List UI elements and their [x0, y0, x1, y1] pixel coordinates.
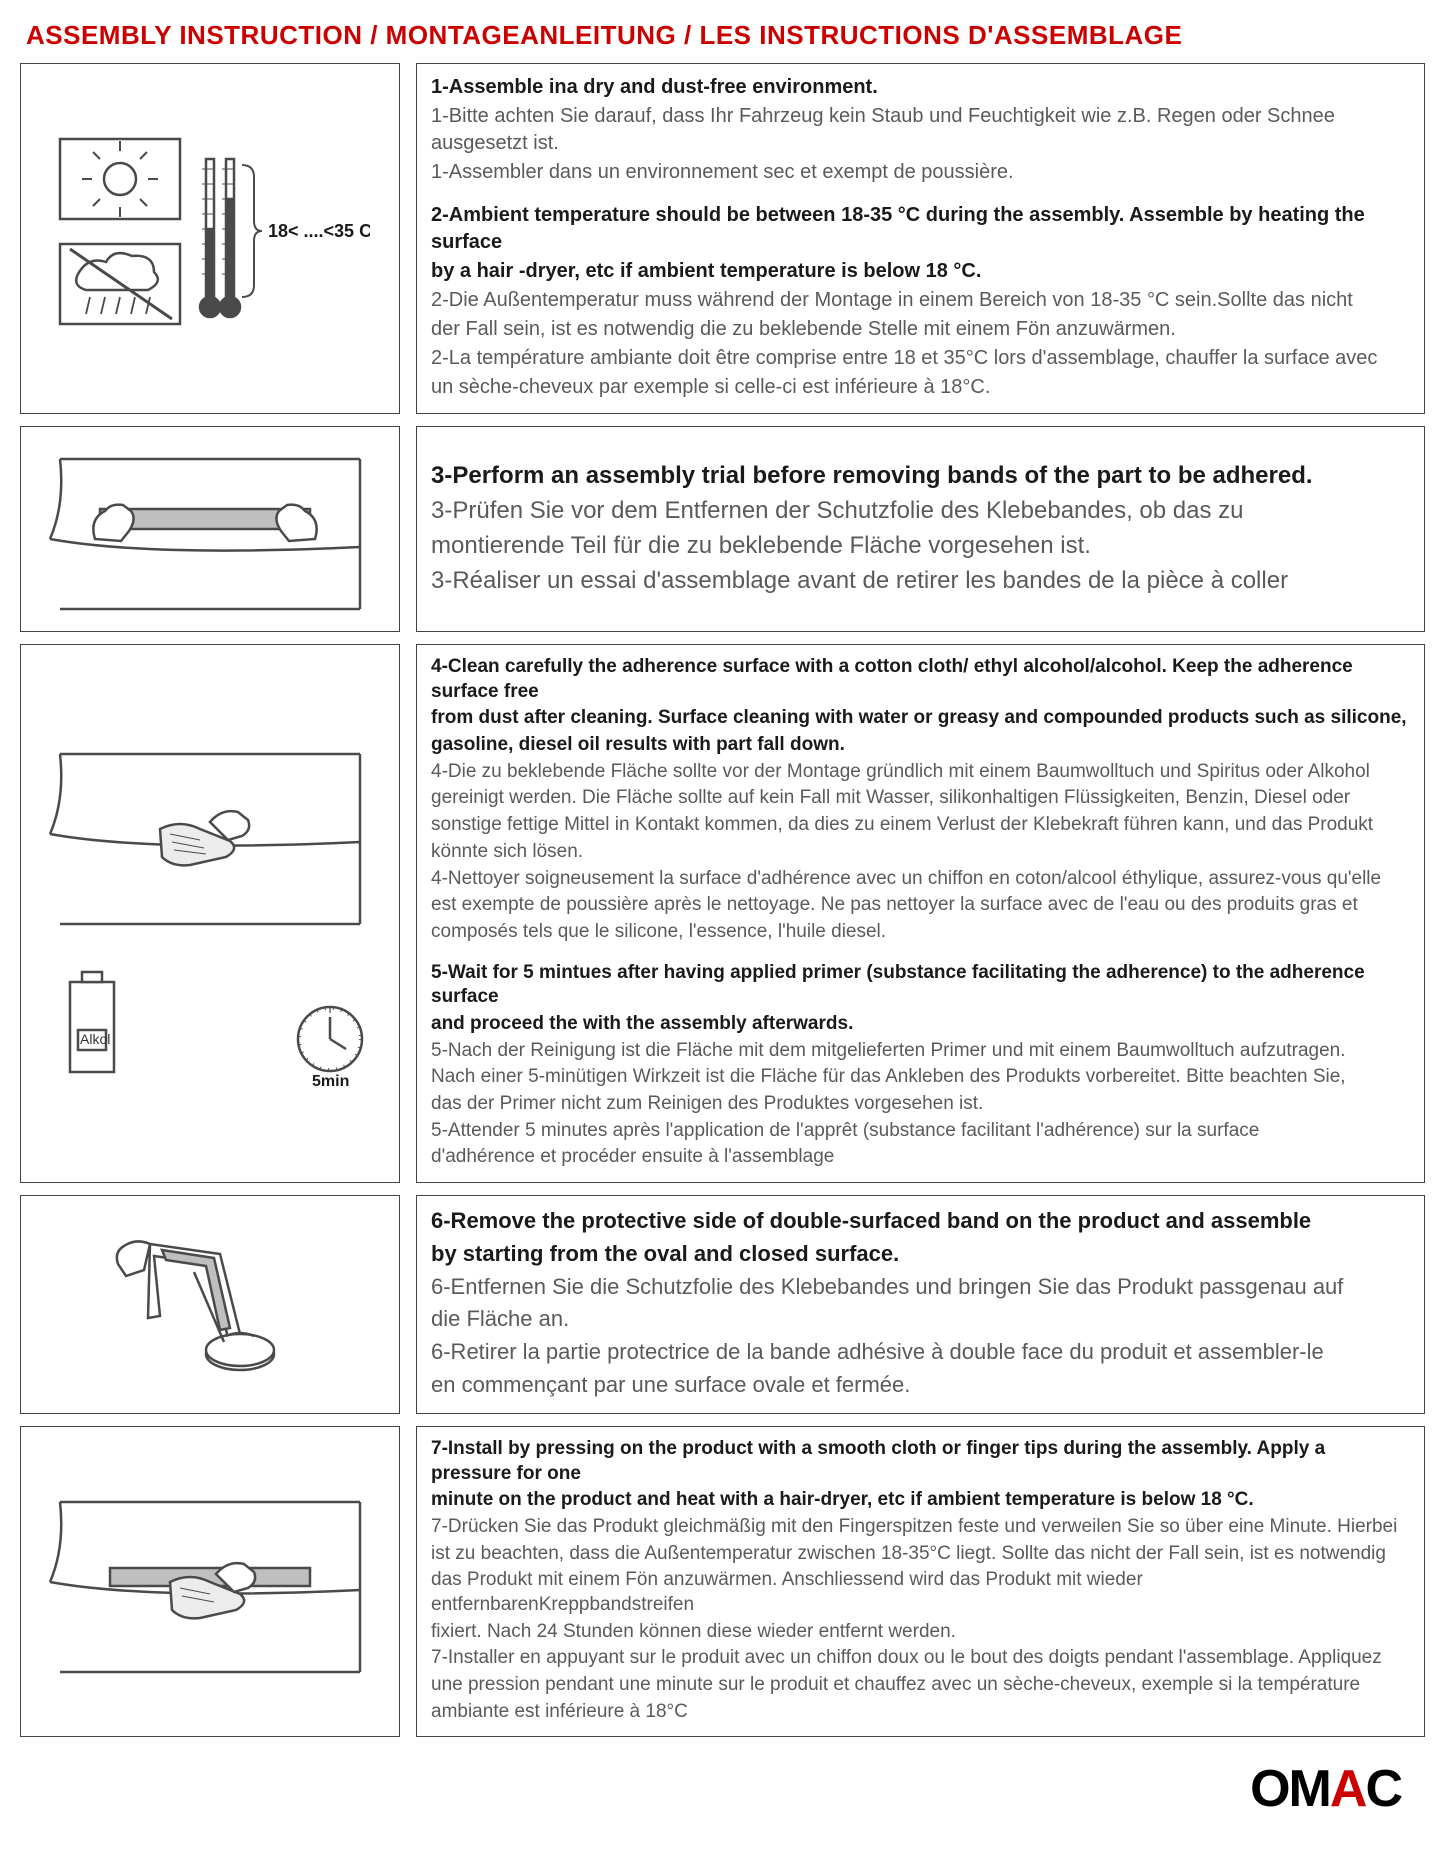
step3-fr: 3-Réaliser un essai d'assemblage avant d…: [431, 564, 1410, 597]
step2-en-l1: 2-Ambient temperature should be between …: [431, 202, 1410, 256]
step4-de-l2: gereinigt werden. Die Fläche sollte auf …: [431, 786, 1410, 811]
step4-en-l1: 4-Clean carefully the adherence surface …: [431, 655, 1410, 704]
step2-fr-l1: 2-La température ambiante doit être comp…: [431, 345, 1410, 372]
remove-tape-diagram: [20, 1195, 400, 1414]
step7-de-l1: 7-Drücken Sie das Produkt gleichmäßig mi…: [431, 1515, 1410, 1540]
panel-3-text: 3-Perform an assembly trial before remov…: [416, 426, 1425, 632]
panel-3: 3-Perform an assembly trial before remov…: [20, 426, 1425, 632]
alkol-label-text: Alkol: [80, 1031, 110, 1047]
step1-de: 1-Bitte achten Sie darauf, dass Ihr Fahr…: [431, 103, 1410, 157]
logo-part-1: OM: [1250, 1760, 1330, 1818]
panel-1: 18< ....<35 C 1-Assemble ina dry and dus…: [20, 63, 1425, 414]
step3-en: 3-Perform an assembly trial before remov…: [431, 459, 1410, 492]
step6-en-l2: by starting from the oval and closed sur…: [431, 1239, 1410, 1270]
temp-range-label: 18< ....<35 C: [268, 221, 370, 241]
step2-de-l2: der Fall sein, ist es notwendig die zu b…: [431, 316, 1410, 343]
step4-fr-l1: 4-Nettoyer soigneusement la surface d'ad…: [431, 867, 1410, 892]
step7-fr-l1: 7-Installer en appuyant sur le produit a…: [431, 1646, 1410, 1671]
step7-fr-l3: ambiante est inférieure à 18°C: [431, 1700, 1410, 1725]
panel-4: Alkol 5min 4-Clean carefully the adheren…: [20, 644, 1425, 1183]
step5-fr-l2: d'adhérence et procéder ensuite à l'asse…: [431, 1145, 1410, 1170]
step7-de-l4: fixiert. Nach 24 Stunden können diese wi…: [431, 1620, 1410, 1645]
panel-6: 6-Remove the protective side of double-s…: [20, 1195, 1425, 1414]
step4-de-l1: 4-Die zu beklebende Fläche sollte vor de…: [431, 760, 1410, 785]
step2-de-l1: 2-Die Außentemperatur muss während der M…: [431, 287, 1410, 314]
trial-diagram: [20, 426, 400, 632]
step7-fr-l2: une pression pendant une minute sur le p…: [431, 1673, 1410, 1698]
step5-de-l2: Nach einer 5-minütigen Wirkzeit ist die …: [431, 1065, 1410, 1090]
step7-en-l2: minute on the product and heat with a ha…: [431, 1488, 1410, 1513]
step4-fr-l3: composés tels que le silicone, l'essence…: [431, 920, 1410, 945]
clean-primer-diagram: Alkol 5min: [20, 644, 400, 1183]
step7-de-l3: das Produkt mit einem Fön anzuwärmen. An…: [431, 1568, 1410, 1617]
step5-de-l3: das der Primer nicht zum Reinigen des Pr…: [431, 1092, 1410, 1117]
step7-de-l2: ist zu beachten, dass die Außentemperatu…: [431, 1542, 1410, 1567]
step2-en-l2: by a hair -dryer, etc if ambient tempera…: [431, 258, 1410, 285]
step5-de-l1: 5-Nach der Reinigung ist die Fläche mit …: [431, 1039, 1410, 1064]
step1-fr: 1-Assembler dans un environnement sec et…: [431, 159, 1410, 186]
step5-en-l1: 5-Wait for 5 mintues after having applie…: [431, 961, 1410, 1010]
timer-5min-text: 5min: [312, 1073, 349, 1090]
step6-fr-l2: en commençant par une surface ovale et f…: [431, 1370, 1410, 1401]
step4-en-l3: gasoline, diesel oil results with part f…: [431, 733, 1410, 758]
logo-part-3: C: [1365, 1760, 1401, 1818]
step7-en-l1: 7-Install by pressing on the product wit…: [431, 1437, 1410, 1486]
step1-en: 1-Assemble ina dry and dust-free environ…: [431, 74, 1410, 101]
panel-4-text: 4-Clean carefully the adherence surface …: [416, 644, 1425, 1183]
panel-1-text: 1-Assemble ina dry and dust-free environ…: [416, 63, 1425, 414]
temperature-diagram: 18< ....<35 C: [20, 63, 400, 414]
step3-de-l1: 3-Prüfen Sie vor dem Entfernen der Schut…: [431, 494, 1410, 527]
step4-de-l4: könnte sich lösen.: [431, 840, 1410, 865]
panel-7: 7-Install by pressing on the product wit…: [20, 1426, 1425, 1738]
step6-en-l1: 6-Remove the protective side of double-s…: [431, 1206, 1410, 1237]
step4-de-l3: sonstige fettige Mittel in Kontakt komme…: [431, 813, 1410, 838]
step6-de-l1: 6-Entfernen Sie die Schutzfolie des Kleb…: [431, 1272, 1410, 1303]
page-title: ASSEMBLY INSTRUCTION / MONTAGEANLEITUNG …: [20, 20, 1425, 51]
step6-fr-l1: 6-Retirer la partie protectrice de la ba…: [431, 1337, 1410, 1368]
panel-7-text: 7-Install by pressing on the product wit…: [416, 1426, 1425, 1738]
panel-6-text: 6-Remove the protective side of double-s…: [416, 1195, 1425, 1414]
step5-fr-l1: 5-Attender 5 minutes après l'application…: [431, 1119, 1410, 1144]
step5-en-l2: and proceed the with the assembly afterw…: [431, 1012, 1410, 1037]
omac-logo: OMAC: [1250, 1759, 1401, 1819]
press-install-diagram: [20, 1426, 400, 1738]
logo-part-2: A: [1330, 1760, 1366, 1818]
step3-de-l2: montierende Teil für die zu beklebende F…: [431, 529, 1410, 562]
step2-fr-l2: un sèche-cheveux par exemple si celle-ci…: [431, 374, 1410, 401]
step4-fr-l2: est exempte de poussière après le nettoy…: [431, 893, 1410, 918]
step6-de-l2: die Fläche an.: [431, 1304, 1410, 1335]
step4-en-l2: from dust after cleaning. Surface cleani…: [431, 706, 1410, 731]
